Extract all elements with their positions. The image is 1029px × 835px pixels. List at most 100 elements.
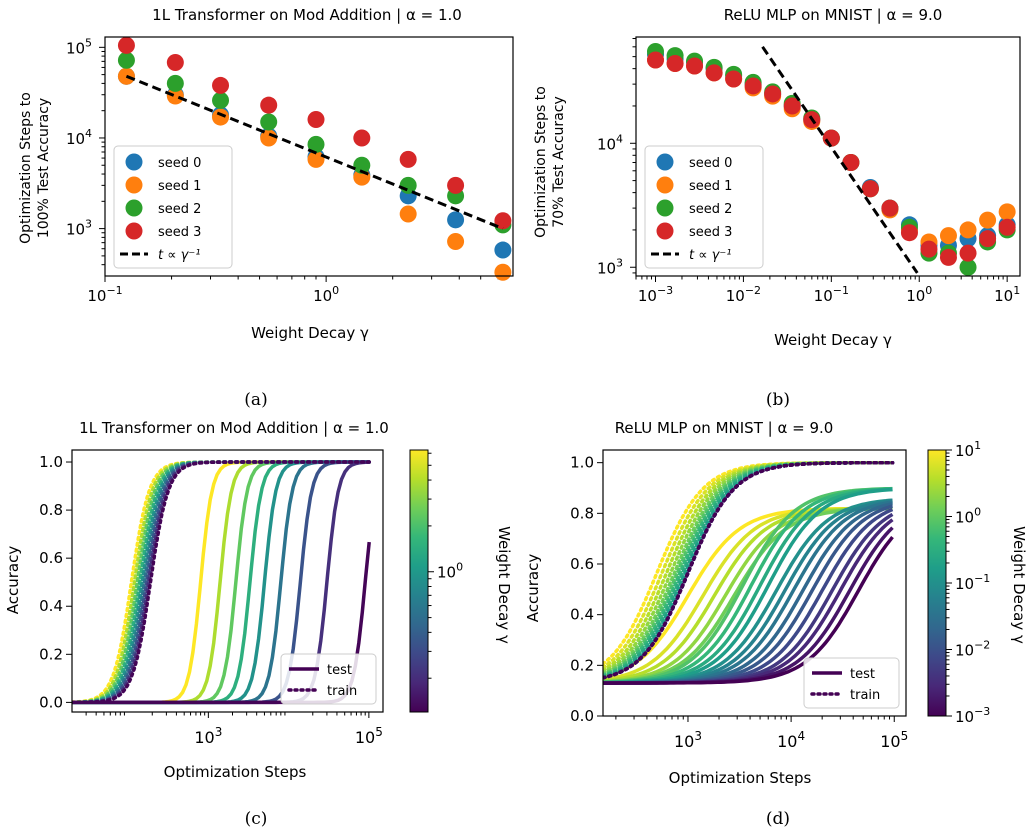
b-xtick-label: 10−1	[814, 284, 849, 305]
c-ytick-label: 0.2	[39, 645, 63, 663]
a-point-seed1	[307, 150, 325, 168]
a-ytick-label: 104	[66, 127, 92, 148]
d-ytick-label: 0.6	[570, 555, 594, 573]
d-xtick-label: 104	[777, 729, 805, 751]
d-colorbar-tick-label: 10−1	[955, 572, 990, 593]
panel-d-xlabel: Optimization Steps	[669, 769, 812, 787]
d-ytick-label: 0.4	[570, 606, 594, 624]
b-xtick-label: 100	[906, 284, 932, 305]
b-point-seed3	[783, 97, 801, 115]
panel-c-ylabel: Accuracy	[4, 546, 22, 615]
b-point-seed3	[705, 64, 723, 82]
panel-a-ylabel-line2: 100% Test Accuracy	[36, 98, 52, 238]
a-point-seed3	[212, 76, 230, 94]
a-point-seed1	[494, 263, 512, 281]
b-legend-marker	[656, 153, 674, 171]
c-xtick-label: 103	[194, 725, 222, 747]
d-ytick-label: 1.0	[570, 454, 594, 472]
d-legend-label-test: test	[850, 667, 875, 682]
c-ytick-label: 0.4	[39, 597, 63, 615]
panel-d-plot: 103 104 105 0.0 0.2 0.4 0.6 0.8 1.0 test train 101 1…	[570, 439, 990, 751]
panel-a: 1L Transformer on Mod Addition | α = 1.0…	[18, 6, 514, 410]
c-ytick-label: 0.8	[39, 501, 63, 519]
a-point-seed1	[166, 87, 184, 105]
d-colorbar-tick-label: 10−2	[955, 639, 990, 660]
d-ytick-label: 0.2	[570, 656, 594, 674]
d-legend-label-train: train	[850, 688, 880, 703]
d-ytick-label: 0.0	[570, 707, 594, 725]
b-legend-label: seed 0	[689, 156, 732, 171]
a-point-seed3	[494, 212, 512, 230]
d-xtick-label: 103	[674, 729, 702, 751]
panel-d: ReLU MLP on MNIST | α = 9.0 Accuracy Opt…	[524, 419, 1028, 829]
panel-a-caption: (a)	[244, 390, 267, 410]
a-point-seed0	[447, 211, 465, 229]
d-colorbar-tick-label: 100	[955, 506, 981, 527]
a-legend-marker	[125, 153, 143, 171]
b-point-seed1	[998, 203, 1016, 221]
b-point-seed3	[881, 199, 899, 217]
b-point-seed3	[725, 70, 743, 88]
a-fit-line	[125, 74, 504, 230]
b-point-seed1	[959, 221, 977, 239]
panel-d-title: ReLU MLP on MNIST | α = 9.0	[615, 419, 834, 437]
d-frame	[602, 449, 907, 717]
a-point-seed2	[307, 135, 325, 153]
b-point-seed3	[900, 224, 918, 242]
b-legend-box	[644, 145, 764, 269]
a-legend-marker	[125, 222, 143, 240]
d-train-curve	[603, 460, 895, 680]
b-fit-line	[761, 45, 919, 274]
b-legend-label: seed 2	[689, 202, 732, 217]
c-colorbar-tick-label: 100	[437, 561, 463, 582]
a-legend-label: seed 2	[158, 202, 201, 217]
d-colorbar-tick-label: 101	[955, 439, 981, 460]
a-point-seed2	[166, 74, 184, 92]
a-point-seed1	[399, 205, 417, 223]
b-point-seed2	[959, 258, 977, 276]
b-legend-label: seed 1	[689, 179, 732, 194]
a-legend-fit-label: t ∝ γ⁻¹	[158, 248, 200, 263]
c-ytick-label: 0.6	[39, 549, 63, 567]
a-point-seed3	[307, 110, 325, 128]
b-point-seed3	[998, 218, 1016, 236]
panel-c-plot: 103 105 0.0 0.2 0.4 0.6 0.8 1.0 test train 100	[39, 449, 463, 747]
panel-a-ylabel-line1: Optimization Steps to	[18, 92, 34, 244]
b-point-seed3	[744, 77, 762, 95]
b-xtick-label: 10−2	[726, 284, 761, 305]
b-point-seed1	[979, 211, 997, 229]
panel-d-ylabel: Accuracy	[524, 554, 542, 623]
panel-c-colorbar-label: Weight Decay γ	[495, 526, 513, 644]
d-train-curve	[603, 460, 895, 670]
b-xtick-label: 101	[994, 284, 1020, 305]
a-point-seed3	[399, 150, 417, 168]
a-point-seed1	[447, 233, 465, 251]
b-point-seed3	[979, 230, 997, 248]
a-legend-label: seed 3	[158, 225, 201, 240]
a-ytick-label: 103	[66, 218, 92, 239]
panel-b-title: ReLU MLP on MNIST | α = 9.0	[724, 6, 943, 24]
panel-c: 1L Transformer on Mod Addition | α = 1.0…	[4, 419, 513, 829]
panel-c-xlabel: Optimization Steps	[164, 763, 307, 781]
c-xtick-label: 105	[355, 725, 383, 747]
a-xtick-label: 100	[313, 284, 339, 305]
panel-a-title: 1L Transformer on Mod Addition | α = 1.0	[152, 6, 462, 24]
panel-b: ReLU MLP on MNIST | α = 9.0 Optimization…	[533, 6, 1021, 410]
a-point-seed3	[447, 176, 465, 194]
panel-a-xlabel: Weight Decay γ	[251, 324, 369, 342]
panel-a-ylabel: Optimization Steps to 100% Test Accuracy	[18, 92, 52, 244]
a-legend-marker	[125, 199, 143, 217]
a-point-seed3	[260, 96, 278, 114]
c-train-curve	[72, 460, 371, 705]
a-point-seed3	[166, 54, 184, 72]
c-colorbar	[409, 449, 429, 713]
c-ytick-label: 1.0	[39, 453, 63, 471]
b-point-seed3	[647, 51, 665, 69]
a-legend-box	[113, 145, 233, 269]
b-legend-marker	[656, 222, 674, 240]
a-point-seed1	[260, 129, 278, 147]
a-point-seed2	[117, 51, 135, 69]
b-ytick-label: 103	[597, 256, 623, 277]
